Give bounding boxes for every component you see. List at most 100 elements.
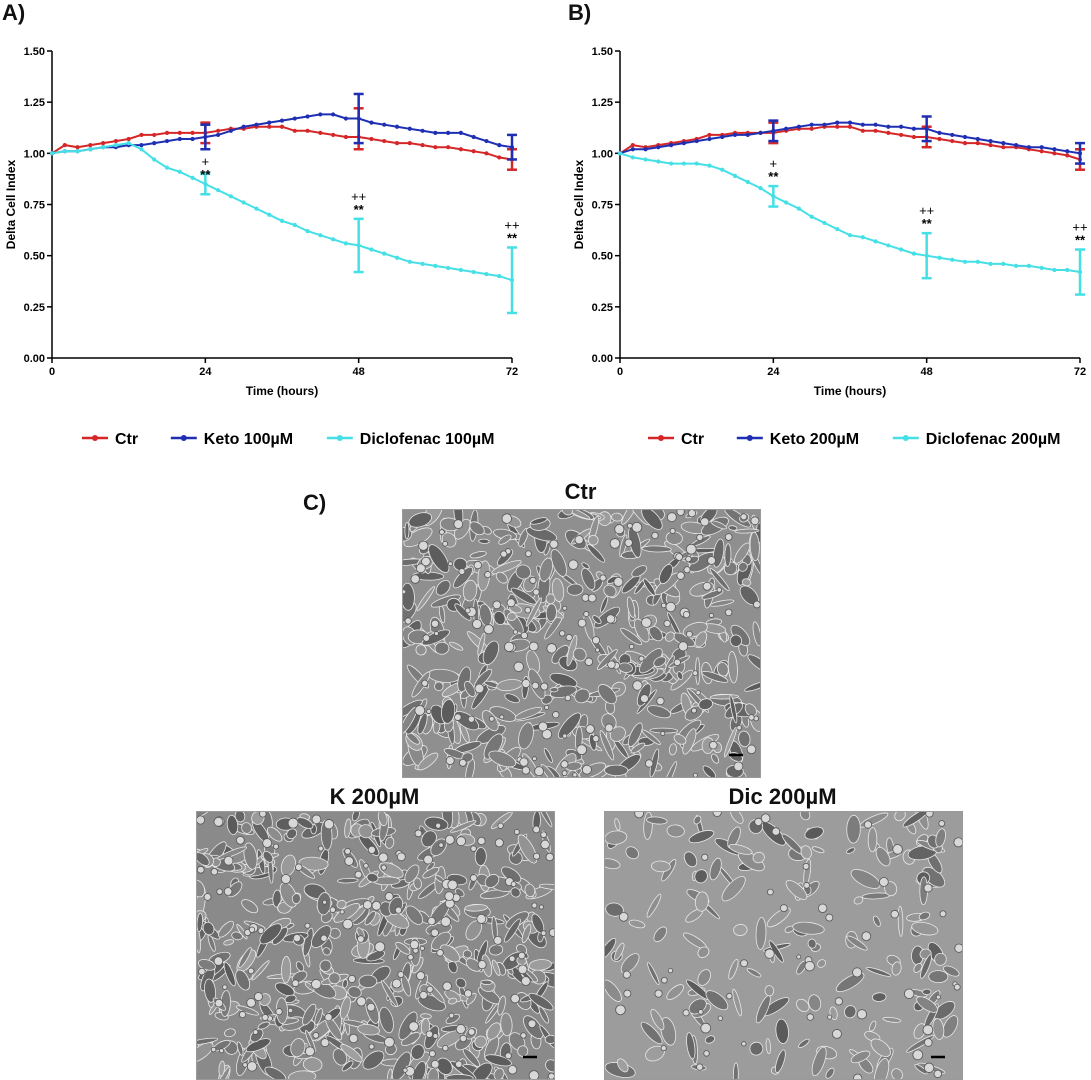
round-cell [519, 757, 529, 767]
round-cell [528, 1070, 540, 1079]
cell [630, 742, 646, 754]
round-cell [439, 529, 445, 535]
cell [775, 1049, 786, 1074]
chart-b-annotation-plus: ++ [919, 203, 934, 218]
panel-label-a: A) [2, 0, 26, 25]
chart-b-annotation-stars: ** [768, 169, 779, 184]
round-cell [585, 724, 595, 734]
round-cell [467, 715, 476, 723]
chart-a-point-1 [190, 136, 195, 142]
chart-a-point-2 [177, 169, 182, 174]
cell [528, 992, 554, 1011]
cell [477, 633, 486, 656]
cell [486, 1022, 502, 1040]
cell [574, 688, 591, 704]
cell [510, 887, 521, 898]
round-cell [197, 865, 205, 874]
cell [341, 1060, 354, 1072]
chart-a-annotation-plus: ++ [504, 217, 519, 232]
chart-a-point-2 [471, 269, 476, 275]
micrograph-ctr-texture [403, 510, 760, 777]
chart-a-y-tick-label: 0.00 [24, 353, 45, 365]
chart-b-point-0 [886, 130, 891, 135]
round-cell [552, 711, 560, 719]
chart-b-annotation-stars: ** [922, 216, 933, 231]
cell [235, 1005, 260, 1016]
chart-b-point-2 [1026, 263, 1031, 268]
cell [643, 578, 656, 596]
round-cell [357, 935, 365, 943]
round-cell [248, 926, 256, 933]
round-cell [623, 989, 632, 998]
chart-b-point-0 [860, 128, 865, 133]
round-cell [520, 631, 528, 640]
round-cell [676, 510, 685, 516]
chart-b-point-0 [911, 134, 916, 140]
chart-a-point-0 [101, 141, 106, 146]
cell [902, 812, 930, 828]
round-cell [513, 661, 524, 672]
round-cell [618, 912, 629, 922]
cell [916, 996, 939, 1013]
cell [704, 1035, 716, 1044]
cell [746, 968, 762, 978]
cell [479, 889, 510, 899]
round-cell [953, 837, 962, 848]
chart-b-point-1 [694, 138, 699, 144]
round-cell [803, 882, 810, 889]
cell [498, 534, 512, 545]
round-cell [540, 839, 550, 850]
round-cell [529, 576, 537, 584]
chart-a-point-2 [216, 188, 221, 193]
round-cell [426, 985, 434, 993]
round-cell [252, 1029, 259, 1035]
chart-a-point-1 [484, 138, 489, 144]
chart-b-point-0 [962, 141, 968, 146]
chart-b-x-tick-label: 48 [921, 366, 933, 378]
chart-a-point-2 [164, 165, 170, 170]
chart-b-point-2 [860, 235, 865, 240]
round-cell [663, 619, 671, 628]
round-cell [853, 1073, 863, 1079]
round-cell [669, 527, 676, 534]
cell [223, 961, 236, 987]
round-cell [430, 1059, 440, 1069]
round-cell [547, 1072, 554, 1079]
chart-b-point-2 [732, 173, 738, 178]
round-cell [528, 641, 539, 652]
chart-a-point-1 [216, 132, 221, 138]
round-cell [311, 978, 322, 990]
cell [381, 980, 399, 1007]
chart-a-point-2 [305, 229, 310, 234]
round-cell [354, 870, 363, 879]
round-cell [253, 992, 263, 1002]
cell [493, 1067, 505, 1079]
micrograph-ctr [402, 509, 761, 778]
cell [408, 512, 432, 528]
chart-a-x-tick-label: 0 [49, 366, 55, 378]
chart-b-point-1 [873, 122, 878, 127]
chart-a-point-0 [497, 155, 502, 160]
cell [428, 544, 450, 573]
round-cell [458, 568, 466, 575]
round-cell [257, 927, 265, 934]
round-cell [323, 819, 335, 830]
cell [562, 510, 591, 520]
chart-a-point-0 [407, 141, 412, 146]
chart-a-point-0 [420, 143, 425, 148]
cell [524, 883, 536, 898]
cell [231, 931, 243, 941]
round-cell [427, 916, 436, 926]
chart-b-point-2 [962, 259, 968, 264]
chart-b-point-0 [809, 126, 814, 131]
round-cell [210, 868, 219, 876]
cell [785, 880, 808, 900]
round-cell [436, 949, 444, 957]
cell [716, 662, 729, 677]
round-cell [374, 941, 386, 953]
round-cell [890, 909, 899, 919]
cell [538, 1006, 549, 1024]
cell [474, 847, 487, 866]
cell [628, 919, 646, 929]
chart-a-point-2 [394, 255, 400, 260]
